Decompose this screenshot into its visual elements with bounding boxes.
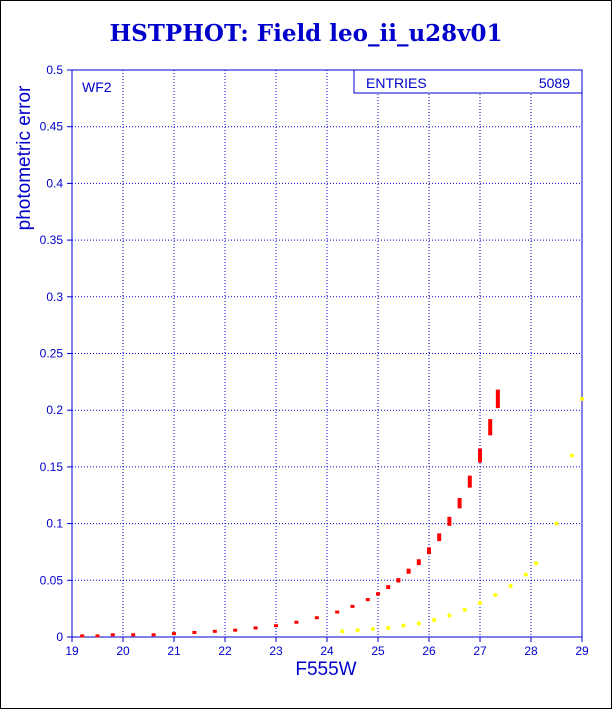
chart-title: HSTPHOT: Field leo_ii_u28v01 bbox=[109, 20, 503, 47]
y-tick-labels: 0 0.05 0.1 0.15 0.2 0.25 0.3 0.35 0.4 0.45 0.5 bbox=[40, 63, 72, 644]
data-point bbox=[457, 497, 462, 509]
data-point bbox=[478, 600, 482, 605]
x-tick-label: 25 bbox=[371, 644, 385, 658]
data-point bbox=[396, 578, 401, 583]
data-point bbox=[95, 634, 100, 638]
data-point bbox=[386, 585, 391, 590]
y-tick-label: 0.4 bbox=[46, 176, 63, 190]
data-point bbox=[416, 621, 421, 626]
data-point bbox=[447, 516, 452, 526]
data-point bbox=[534, 561, 539, 566]
data-point bbox=[110, 633, 115, 637]
y-tick-label: 0.1 bbox=[46, 517, 63, 531]
data-point bbox=[340, 629, 345, 634]
stats-entries-label: ENTRIES bbox=[366, 75, 427, 91]
y-tick-label: 0.2 bbox=[46, 403, 63, 417]
data-point bbox=[253, 626, 258, 630]
data-point bbox=[274, 624, 278, 628]
x-tick-labels: 19 20 21 22 23 24 25 26 27 28 29 bbox=[65, 637, 589, 658]
data-point bbox=[376, 592, 380, 596]
data-point bbox=[447, 613, 452, 618]
data-point bbox=[294, 620, 299, 624]
data-point bbox=[554, 521, 559, 526]
data-point bbox=[462, 607, 467, 612]
data-point bbox=[131, 633, 136, 637]
y-tick-label: 0 bbox=[56, 630, 63, 644]
x-tick-label: 29 bbox=[575, 644, 589, 658]
x-tick-label: 19 bbox=[65, 644, 79, 658]
data-point bbox=[523, 572, 528, 577]
data-point bbox=[495, 389, 500, 409]
data-point bbox=[406, 568, 411, 574]
data-point bbox=[151, 633, 156, 637]
data-point bbox=[350, 604, 355, 608]
y-tick-label: 0.5 bbox=[46, 63, 63, 77]
x-tick-label: 20 bbox=[116, 644, 130, 658]
stats-box: ENTRIES 5089 bbox=[353, 69, 583, 94]
x-tick-label: 26 bbox=[422, 644, 436, 658]
data-point bbox=[233, 628, 238, 632]
data-point bbox=[467, 475, 472, 488]
data-point bbox=[192, 630, 197, 634]
data-points bbox=[80, 389, 584, 638]
y-tick-label: 0.35 bbox=[40, 233, 64, 247]
data-point bbox=[508, 583, 513, 588]
data-point bbox=[493, 593, 498, 598]
x-tick-label: 23 bbox=[269, 644, 283, 658]
x-tick-label: 22 bbox=[218, 644, 232, 658]
stats-entries-value: 5089 bbox=[539, 75, 570, 91]
data-point bbox=[355, 628, 360, 633]
data-point bbox=[416, 559, 421, 566]
x-tick-label: 28 bbox=[524, 644, 538, 658]
y-tick-label: 0.05 bbox=[40, 573, 64, 587]
data-point bbox=[365, 598, 370, 602]
stats-box-border bbox=[353, 69, 583, 94]
data-point bbox=[401, 623, 406, 628]
data-point bbox=[432, 617, 437, 622]
data-point bbox=[335, 610, 340, 614]
data-point bbox=[488, 419, 493, 436]
y-tick-label: 0.25 bbox=[40, 347, 64, 361]
x-tick-label: 24 bbox=[320, 644, 334, 658]
x-axis-label: F555W bbox=[295, 659, 356, 680]
y-tick-label: 0.45 bbox=[40, 120, 64, 134]
x-tick-label: 27 bbox=[473, 644, 487, 658]
data-point bbox=[386, 625, 391, 630]
grid-lines bbox=[72, 70, 582, 637]
data-point bbox=[427, 547, 431, 555]
y-tick-label: 0.3 bbox=[46, 290, 63, 304]
data-point bbox=[370, 627, 375, 632]
data-point bbox=[580, 396, 584, 401]
y-axis-label: photometric error bbox=[14, 85, 35, 230]
data-point bbox=[172, 632, 176, 636]
data-point bbox=[478, 448, 482, 463]
panel-label: WF2 bbox=[82, 79, 112, 95]
y-tick-label: 0.15 bbox=[40, 460, 64, 474]
data-point bbox=[437, 533, 442, 542]
data-point bbox=[212, 629, 217, 633]
data-point bbox=[314, 616, 319, 620]
data-point bbox=[80, 634, 85, 638]
x-tick-label: 21 bbox=[167, 644, 181, 658]
data-point bbox=[569, 453, 574, 458]
